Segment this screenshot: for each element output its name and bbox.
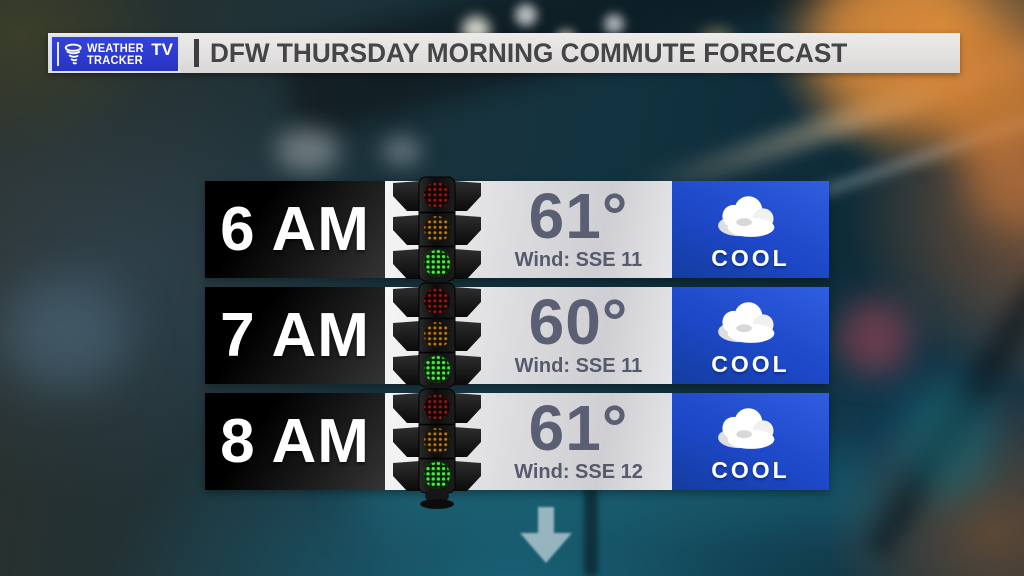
time-label: 6 AM bbox=[220, 195, 370, 264]
logo-text: WEATHER TRACKER bbox=[87, 40, 145, 67]
time-box: 7 AM bbox=[205, 287, 385, 384]
temp-block: 61° Wind: SSE 12 bbox=[485, 393, 672, 490]
bokeh-light bbox=[276, 128, 340, 172]
wind-value: Wind: SSE 12 bbox=[514, 460, 643, 483]
sky-panel: COOL bbox=[672, 181, 829, 278]
cloud-icon bbox=[717, 196, 774, 237]
time-box: 6 AM bbox=[205, 181, 385, 278]
cloud-icon bbox=[717, 302, 774, 343]
condition-label: COOL bbox=[711, 245, 790, 271]
traffic-light-icon bbox=[393, 282, 481, 403]
tornado-icon bbox=[64, 43, 82, 65]
bokeh-light bbox=[0, 280, 130, 390]
logo-line1: WEATHER bbox=[87, 40, 145, 55]
condition-label: COOL bbox=[711, 457, 790, 483]
bokeh-light bbox=[900, 380, 995, 500]
forecast-row-8am: 8 AM bbox=[205, 388, 829, 509]
logo-divider bbox=[57, 42, 59, 66]
bokeh-light bbox=[604, 14, 624, 34]
page-title: DFW THURSDAY MORNING COMMUTE FORECAST bbox=[210, 37, 848, 68]
road-arrow-marking bbox=[520, 507, 572, 563]
forecast-rows: 6 AM bbox=[205, 176, 829, 509]
street-pole bbox=[584, 488, 598, 576]
cloud-icon bbox=[717, 408, 774, 449]
logo-line2: TRACKER bbox=[87, 53, 144, 67]
temp-block: 60° Wind: SSE 11 bbox=[485, 287, 672, 384]
conditions-panel: 61° Wind: SSE 11 bbox=[385, 176, 672, 297]
wind-value: Wind: SSE 11 bbox=[514, 248, 643, 271]
traffic-light-wings bbox=[393, 393, 481, 491]
logo-tv-label: TV bbox=[151, 40, 173, 59]
temperature-value: 61° bbox=[528, 392, 629, 465]
bokeh-light bbox=[965, 130, 1024, 225]
temperature-value: 60° bbox=[528, 286, 629, 359]
traffic-light-wings bbox=[393, 181, 481, 279]
bokeh-light bbox=[515, 4, 537, 26]
conditions-panel: 60° Wind: SSE 11 bbox=[385, 282, 672, 403]
temp-block: 61° Wind: SSE 11 bbox=[485, 181, 672, 278]
dark-streak bbox=[862, 271, 1024, 559]
header-bar: WEATHER TRACKER TV DFW THURSDAY MORNING … bbox=[48, 33, 960, 73]
sky-panel: COOL bbox=[672, 287, 829, 384]
station-logo: WEATHER TRACKER TV bbox=[50, 35, 180, 73]
traffic-light-icon bbox=[393, 176, 481, 297]
traffic-light-icon bbox=[393, 388, 481, 509]
conditions-panel: 61° Wind: SSE 12 bbox=[385, 388, 672, 509]
temperature-value: 61° bbox=[528, 180, 629, 253]
forecast-row-7am: 7 AM bbox=[205, 282, 829, 403]
sky-panel: COOL bbox=[672, 393, 829, 490]
bokeh-light bbox=[382, 136, 422, 166]
title-separator bbox=[194, 39, 199, 67]
bokeh-light bbox=[838, 300, 912, 374]
condition-label: COOL bbox=[711, 351, 790, 377]
time-label: 7 AM bbox=[220, 301, 370, 370]
traffic-light-wings bbox=[393, 287, 481, 385]
time-label: 8 AM bbox=[220, 407, 370, 476]
time-box: 8 AM bbox=[205, 393, 385, 490]
forecast-row-6am: 6 AM bbox=[205, 176, 829, 297]
wind-value: Wind: SSE 11 bbox=[514, 354, 643, 377]
